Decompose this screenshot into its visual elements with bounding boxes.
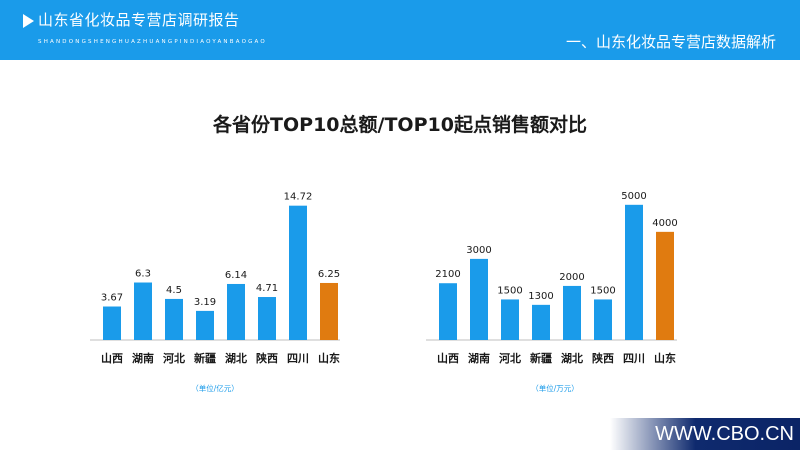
report-title: 山东省化妆品专营店调研报告 <box>38 11 240 29</box>
value-label: 6.25 <box>318 269 340 280</box>
bar-四川 <box>289 205 307 340</box>
value-label: 4.5 <box>166 285 182 296</box>
bar-chart-1: 3.67 山西 6.3 湖南 4.5 河北 3.19 新疆 6.14 湖北 4.71 陕西 14.72 四… <box>90 192 340 393</box>
value-label: 3000 <box>466 245 491 256</box>
bar-山东 <box>320 282 338 340</box>
bar-陕西 <box>594 299 612 340</box>
category-label: 新疆 <box>530 351 552 365</box>
bar-新疆 <box>196 310 214 340</box>
value-label: 1500 <box>590 285 615 296</box>
bar-山西 <box>103 306 121 340</box>
unit-label: （单位/亿元） <box>191 383 239 393</box>
category-label: 湖南 <box>132 351 154 365</box>
value-label: 5000 <box>621 191 646 202</box>
category-label: 湖北 <box>225 351 247 365</box>
bar-河北 <box>501 299 519 340</box>
play-icon <box>23 14 34 28</box>
footer-url: WWW.CBO.CN <box>655 423 794 445</box>
category-label: 新疆 <box>194 351 216 365</box>
category-label: 四川 <box>287 352 309 365</box>
bar-chart-2: 2100 山西 3000 湖南 1500 河北 1300 新疆 2000 湖北 1500 陕西 5000… <box>426 191 678 393</box>
bar-山西 <box>439 283 457 340</box>
bar-湖北 <box>227 283 245 340</box>
value-label: 4.71 <box>256 283 278 294</box>
value-label: 3.67 <box>101 293 123 304</box>
bar-陕西 <box>258 297 276 340</box>
category-label: 四川 <box>623 352 645 365</box>
value-label: 1500 <box>497 285 522 296</box>
value-label: 1300 <box>528 291 553 302</box>
category-label: 山东 <box>654 351 676 365</box>
bar-山东 <box>656 231 674 340</box>
section-title: 一、山东化妆品专营店数据解析 <box>565 33 776 51</box>
bar-湖北 <box>563 285 581 340</box>
value-label: 2000 <box>559 272 584 283</box>
category-label: 山西 <box>101 351 123 365</box>
category-label: 河北 <box>163 351 185 365</box>
bar-新疆 <box>532 304 550 340</box>
category-label: 湖北 <box>561 351 583 365</box>
unit-label: （单位/万元） <box>531 383 579 393</box>
footer-band <box>610 418 800 450</box>
chart-title: 各省份TOP10总额/TOP10起点销售额对比 <box>213 114 587 136</box>
value-label: 4000 <box>652 218 677 229</box>
bar-河北 <box>165 298 183 340</box>
value-label: 14.72 <box>284 192 313 203</box>
category-label: 陕西 <box>256 351 278 365</box>
value-label: 2100 <box>435 269 460 280</box>
bar-湖南 <box>470 258 488 340</box>
value-label: 3.19 <box>194 297 216 308</box>
category-label: 山东 <box>318 351 340 365</box>
value-label: 6.14 <box>225 270 247 281</box>
value-label: 6.3 <box>135 269 151 280</box>
report-subtitle: SHANDONGSHENGHUAZHUANGPINDIAOYANBAOGAO <box>38 39 267 45</box>
category-label: 河北 <box>499 351 521 365</box>
header-bar: 山东省化妆品专营店调研报告 SHANDONGSHENGHUAZHUANGPIND… <box>0 0 800 60</box>
bar-湖南 <box>134 282 152 340</box>
category-label: 湖南 <box>468 351 490 365</box>
bar-四川 <box>625 204 643 340</box>
category-label: 陕西 <box>592 351 614 365</box>
category-label: 山西 <box>437 351 459 365</box>
